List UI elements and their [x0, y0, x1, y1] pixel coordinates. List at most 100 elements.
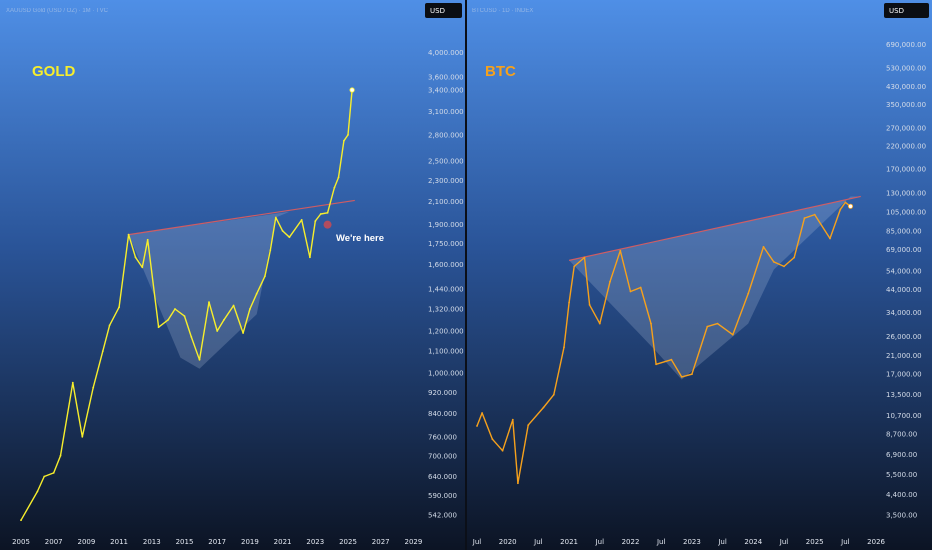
gold-price-point: [146, 238, 149, 241]
btc-price-point: [552, 393, 555, 396]
btc-last-price-marker: [847, 203, 854, 209]
gold-x-tick-label: 2023: [306, 538, 324, 546]
panel-divider[interactable]: [465, 0, 467, 550]
btc-y-tick-label: 220,000.00: [886, 143, 926, 151]
gold-price-point: [198, 358, 201, 361]
gold-x-tick-label: 2025: [339, 538, 357, 546]
btc-y-tick-label: 350,000.00: [886, 101, 926, 109]
gold-price-point: [281, 230, 284, 232]
gold-x-tick-label: 2013: [143, 538, 161, 546]
btc-x-tick-label: 2024: [744, 538, 762, 546]
btc-price-point: [793, 256, 796, 259]
btc-y-tick-label: 3,500.00: [886, 512, 917, 520]
btc-price-point: [588, 304, 591, 306]
gold-price-point: [118, 306, 120, 309]
btc-price-point: [481, 412, 483, 414]
btc-price-point: [598, 322, 601, 325]
gold-x-tick-label: 2027: [372, 538, 390, 546]
gold-price-point: [274, 216, 277, 219]
gold-title: GOLD: [32, 63, 75, 80]
btc-price-point: [680, 376, 683, 378]
gold-price-point: [333, 186, 336, 189]
gold-y-tick-label: 920.000: [428, 389, 457, 397]
gold-price-point: [167, 318, 170, 321]
gold-price-point: [20, 519, 22, 522]
btc-price-point: [568, 301, 570, 304]
btc-y-tick-label: 10,700.00: [886, 412, 922, 420]
gold-x-tick-label: 2021: [274, 538, 292, 546]
gold-price-point: [183, 315, 186, 317]
gold-price-point: [264, 275, 266, 278]
gold-y-tick-label: 2,500.000: [428, 158, 464, 166]
btc-price-point: [829, 237, 831, 240]
btc-x-tick-label: Jul: [533, 538, 543, 546]
btc-currency-badge[interactable]: USD: [884, 3, 929, 18]
btc-x-tick-label: Jul: [779, 538, 789, 546]
gold-y-tick-label: 4,000.000: [428, 49, 464, 57]
gold-price-point: [71, 381, 74, 384]
btc-price-point: [655, 363, 657, 366]
btc-resistance-trendline[interactable]: [568, 195, 861, 261]
btc-price-point: [772, 261, 775, 263]
gold-price-point: [208, 301, 210, 303]
btc-price-point: [747, 292, 750, 295]
gold-y-tick-label: 840.000: [428, 410, 457, 418]
gold-y-tick-label: 3,600.000: [428, 73, 464, 81]
gold-y-tick-label: 1,200.000: [428, 328, 464, 336]
btc-price-point: [542, 406, 545, 409]
gold-price-point: [174, 308, 176, 310]
btc-x-tick-label: Jul: [656, 538, 666, 546]
btc-price-point: [609, 280, 611, 283]
gold-price-point: [134, 256, 137, 259]
gold-price-point: [223, 318, 225, 321]
gold-cup-pattern-area: [128, 211, 290, 369]
btc-y-tick-label: 5,500.00: [886, 471, 917, 479]
btc-chart-header: BTCUSD · 1D · INDEX: [472, 8, 533, 14]
btc-price-point: [762, 246, 765, 248]
gold-y-tick-label: 1,900.000: [428, 221, 464, 229]
btc-price-point: [491, 438, 494, 441]
btc-y-tick-label: 44,000.00: [886, 286, 922, 294]
btc-y-tick-label: 17,000.00: [886, 371, 922, 379]
gold-last-price-marker: [349, 87, 355, 93]
btc-y-tick-label: 530,000.00: [886, 64, 926, 72]
btc-price-point: [706, 325, 709, 328]
btc-price-point: [573, 265, 576, 268]
gold-price-point: [314, 220, 317, 223]
btc-price-point: [563, 346, 565, 349]
gold-y-tick-label: 1,440.000: [428, 285, 464, 293]
btc-panel-background: [467, 0, 932, 550]
gold-price-point: [319, 213, 322, 215]
gold-y-tick-label: 1,750.000: [428, 240, 464, 248]
gold-price-point: [249, 308, 251, 310]
btc-x-tick-label: Jul: [717, 538, 727, 546]
gold-resistance-trendline[interactable]: [128, 199, 355, 236]
gold-y-tick-label: 1,000.000: [428, 370, 464, 378]
btc-price-point: [670, 358, 673, 361]
gold-y-tick-label: 1,100.000: [428, 348, 464, 356]
btc-price-point: [629, 290, 632, 293]
btc-price-point: [517, 482, 519, 485]
gold-x-tick-label: 2017: [208, 538, 226, 546]
btc-y-tick-label: 8,700.00: [886, 430, 917, 438]
btc-price-point: [731, 333, 734, 336]
btc-y-tick-label: 105,000.00: [886, 209, 926, 217]
btc-price-point: [803, 217, 806, 220]
btc-price-point: [511, 418, 514, 421]
gold-x-tick-label: 2009: [77, 538, 95, 546]
btc-price-point: [783, 265, 785, 268]
gold-y-tick-label: 1,320.000: [428, 305, 464, 313]
btc-price-point: [813, 213, 816, 216]
gold-y-tick-label: 1,600.000: [428, 261, 464, 269]
btc-price-point: [839, 208, 842, 211]
btc-price-point: [691, 373, 693, 376]
gold-y-tick-label: 3,100.000: [428, 108, 464, 116]
btc-y-tick-label: 6,900.00: [886, 451, 917, 459]
btc-price-point: [476, 425, 478, 427]
were-here-annotation: We're here: [336, 233, 384, 244]
gold-currency-badge[interactable]: USD: [425, 3, 462, 18]
gold-price-point: [242, 332, 245, 334]
gold-y-tick-label: 760.000: [428, 433, 457, 441]
btc-x-tick-label: 2026: [867, 538, 885, 546]
